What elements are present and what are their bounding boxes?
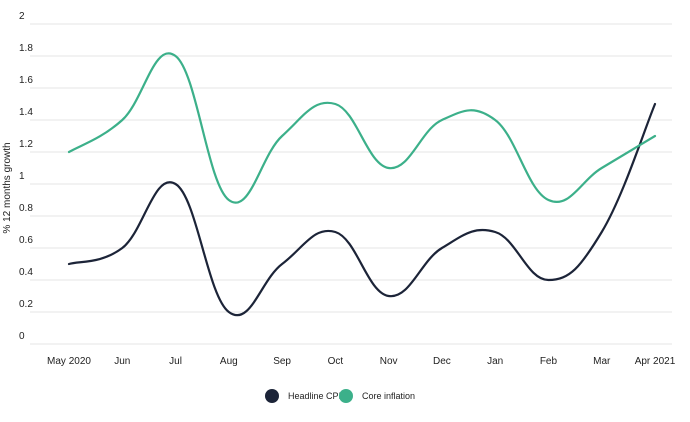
x-tick-label: Oct [328, 356, 344, 367]
data-point-core-inflation [600, 166, 604, 170]
data-point-headline-cpi [440, 246, 444, 250]
data-point-core-inflation [227, 198, 231, 202]
series-line-core-inflation [67, 52, 657, 204]
y-tick-label: 1 [19, 171, 25, 182]
x-tick-label: Sep [273, 356, 291, 367]
legend-swatch-core-inflation [339, 389, 353, 403]
y-tick-label: 1.8 [19, 43, 33, 54]
data-point-headline-cpi [67, 262, 71, 266]
series-layer [67, 52, 657, 317]
x-axis: May 2020 Jun Jul Aug Sep Oct Nov Dec Jan Feb Mar Ap… [47, 356, 676, 367]
data-point-core-inflation [546, 198, 550, 202]
legend: Headline CPI Core inflation [265, 389, 415, 403]
y-tick-label: 0.8 [19, 203, 33, 214]
legend-label-core-inflation: Core inflation [362, 391, 415, 401]
data-point-headline-cpi [333, 230, 337, 234]
y-tick-label: 0.2 [19, 299, 33, 310]
y-axis: 0 0.2 0.4 0.6 0.8 1 1.2 1.4 1.6 1.8 2 [19, 11, 33, 342]
y-tick-label: 2 [19, 11, 25, 22]
data-point-headline-cpi [600, 230, 604, 234]
data-point-core-inflation [387, 166, 391, 170]
x-tick-label: Jan [487, 356, 503, 367]
x-tick-label: Jun [114, 356, 130, 367]
x-tick-label: Feb [540, 356, 558, 367]
data-point-headline-cpi [280, 262, 284, 266]
data-point-core-inflation [67, 150, 71, 154]
data-point-core-inflation [493, 118, 497, 122]
series-line-headline-cpi [67, 102, 657, 317]
y-tick-label: 1.4 [19, 107, 33, 118]
data-point-headline-cpi [120, 246, 124, 250]
data-point-core-inflation [440, 118, 444, 122]
x-tick-label: Nov [380, 356, 398, 367]
grid-layer [30, 23, 672, 345]
data-point-core-inflation [174, 54, 178, 58]
x-tick-label: Jul [169, 356, 182, 367]
data-point-headline-cpi [174, 182, 178, 186]
data-point-core-inflation [653, 134, 657, 138]
data-point-headline-cpi [653, 102, 657, 106]
y-axis-title: % 12 months growth [2, 142, 13, 233]
data-point-headline-cpi [387, 294, 391, 298]
data-point-headline-cpi [227, 310, 231, 314]
data-point-headline-cpi [546, 278, 550, 282]
data-point-core-inflation [120, 118, 124, 122]
x-tick-label: Apr 2021 [635, 356, 676, 367]
data-point-core-inflation [280, 134, 284, 138]
x-tick-label: Mar [593, 356, 611, 367]
y-tick-label: 0.4 [19, 267, 33, 278]
y-tick-label: 1.6 [19, 75, 33, 86]
data-point-core-inflation [333, 102, 337, 106]
x-tick-label: Aug [220, 356, 238, 367]
x-tick-label: May 2020 [47, 356, 91, 367]
data-point-headline-cpi [493, 230, 497, 234]
x-tick-label: Dec [433, 356, 451, 367]
y-tick-label: 0.6 [19, 235, 33, 246]
legend-swatch-headline-cpi [265, 389, 279, 403]
y-tick-label: 0 [19, 331, 25, 342]
legend-label-headline-cpi: Headline CPI [288, 391, 341, 401]
y-tick-label: 1.2 [19, 139, 33, 150]
